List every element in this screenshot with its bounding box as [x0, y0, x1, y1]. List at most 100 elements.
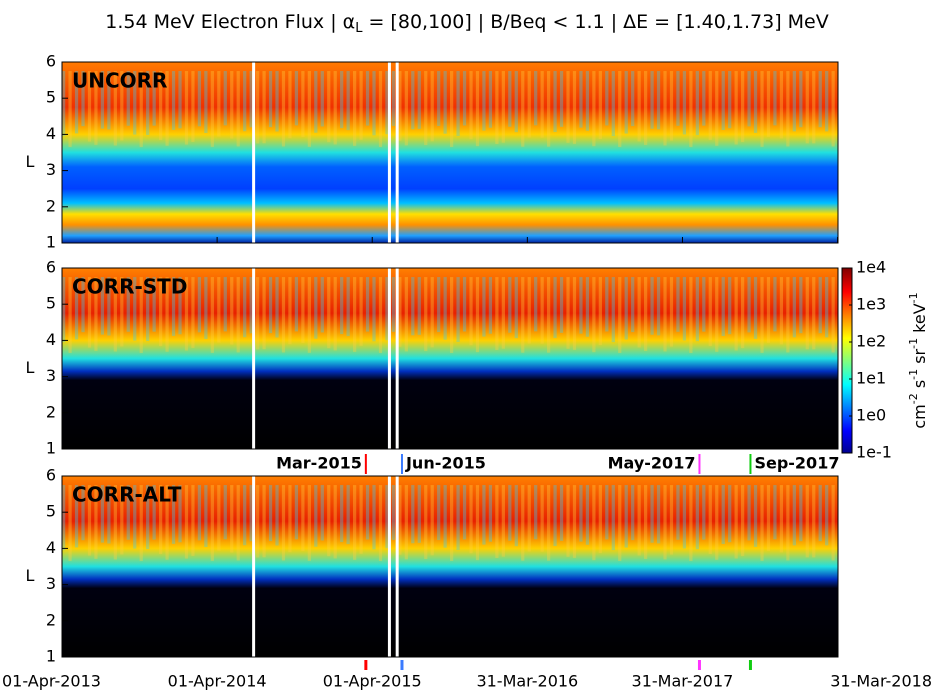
heatmap-texture — [249, 277, 253, 334]
heatmap-texture — [230, 485, 234, 553]
heatmap-texture — [152, 71, 156, 126]
heatmap-texture — [165, 71, 169, 146]
x-tick-label: 01-Apr-2014 — [168, 672, 267, 691]
heatmap-texture — [230, 277, 234, 345]
heatmap-texture — [495, 277, 499, 351]
heatmap-texture — [831, 485, 835, 561]
heatmap-texture — [236, 277, 240, 353]
heatmap-texture — [501, 485, 505, 557]
heatmap-texture — [553, 277, 557, 339]
heatmap-texture — [281, 71, 286, 147]
colorbar-tick-label: 1e1 — [856, 369, 886, 388]
heatmap-texture — [624, 71, 628, 134]
heatmap-texture — [715, 71, 719, 146]
heatmap-texture — [663, 71, 667, 146]
y-tick-label: 1 — [46, 439, 56, 458]
heatmap-texture — [631, 71, 635, 127]
heatmap-texture — [721, 71, 725, 130]
heatmap-texture — [585, 485, 590, 545]
heatmap-texture — [579, 485, 583, 542]
heatmap-texture — [120, 71, 124, 141]
heatmap-texture — [256, 485, 260, 558]
heatmap-texture — [825, 277, 829, 338]
heatmap-texture — [566, 277, 570, 349]
heatmap-texture — [482, 71, 486, 131]
heatmap-texture — [547, 485, 551, 561]
heatmap-texture — [275, 71, 279, 132]
heatmap-texture — [275, 277, 279, 338]
heatmap-texture — [307, 485, 311, 561]
x-tick-label: 01-Apr-2013 — [2, 672, 101, 691]
heatmap-texture — [650, 277, 654, 335]
y-tick-label: 1 — [46, 233, 56, 252]
heatmap-texture — [669, 485, 674, 555]
x-tick-label: 31-Mar-2018 — [830, 672, 932, 691]
colorbar-label: cm-2 s-1 sr-1 keV-1 — [907, 292, 929, 428]
heatmap-texture — [107, 71, 111, 130]
panel-label: CORR-ALT — [72, 483, 182, 507]
heatmap-texture — [773, 71, 777, 126]
y-axis-label: L — [26, 358, 35, 377]
heatmap-texture — [527, 485, 531, 552]
heatmap-texture — [766, 71, 771, 137]
heatmap-texture — [572, 485, 577, 558]
heatmap-texture — [702, 71, 706, 126]
heatmap-texture — [540, 277, 544, 344]
heatmap-texture — [81, 277, 85, 333]
heatmap-texture — [391, 277, 396, 332]
heatmap-texture — [281, 485, 286, 561]
heatmap-texture — [469, 71, 473, 140]
heatmap-texture — [753, 71, 758, 133]
heatmap-texture — [223, 485, 227, 540]
y-tick-label: 6 — [46, 52, 56, 71]
panel-label: CORR-STD — [72, 275, 187, 299]
y-tick-label: 2 — [46, 610, 56, 629]
heatmap-texture — [223, 71, 227, 126]
y-tick-label: 3 — [46, 160, 56, 179]
heatmap-texture — [87, 277, 92, 348]
heatmap-texture — [786, 277, 790, 353]
heatmap-texture — [637, 277, 641, 348]
heatmap-texture — [462, 277, 467, 332]
colorbar — [841, 267, 853, 454]
heatmap-texture — [107, 485, 111, 544]
heatmap-texture — [159, 277, 163, 347]
heatmap-texture — [171, 71, 176, 130]
heatmap-texture — [411, 277, 415, 336]
colorbar-tick-label: 1e2 — [856, 332, 886, 351]
heatmap-texture — [656, 277, 661, 336]
heatmap-texture — [256, 277, 260, 350]
y-tick-label: 4 — [46, 124, 56, 143]
heatmap-texture — [204, 71, 208, 134]
heatmap-texture — [120, 485, 124, 555]
heatmap-texture — [74, 485, 79, 548]
heatmap-texture — [372, 71, 376, 136]
y-tick-label: 3 — [46, 574, 56, 593]
title-sub: L — [355, 21, 363, 36]
heatmap-texture — [353, 277, 357, 352]
heatmap-texture — [378, 71, 383, 148]
heatmap-texture — [159, 485, 163, 555]
heatmap-texture — [62, 485, 66, 551]
heatmap-texture — [146, 485, 150, 550]
data-gap — [395, 268, 399, 449]
colorbar-label-part: s — [910, 380, 929, 393]
heatmap-texture — [708, 485, 712, 554]
heatmap-texture — [592, 71, 596, 147]
x-tick-label: 31-Mar-2016 — [476, 672, 578, 691]
heatmap-texture — [553, 71, 557, 133]
heatmap-texture — [779, 277, 784, 345]
heatmap-texture — [294, 485, 299, 540]
heatmap-texture — [346, 71, 350, 131]
heatmap-texture — [210, 485, 214, 561]
heatmap — [62, 62, 838, 243]
data-gap — [395, 476, 399, 657]
heatmap-texture — [398, 485, 402, 555]
heatmap-texture — [618, 485, 622, 561]
heatmap-texture — [126, 485, 130, 540]
heatmap-texture — [779, 71, 784, 139]
heatmap-texture — [475, 277, 480, 353]
heatmap-texture — [100, 277, 105, 335]
heatmap-texture — [340, 71, 344, 129]
heatmap-texture — [637, 485, 641, 556]
